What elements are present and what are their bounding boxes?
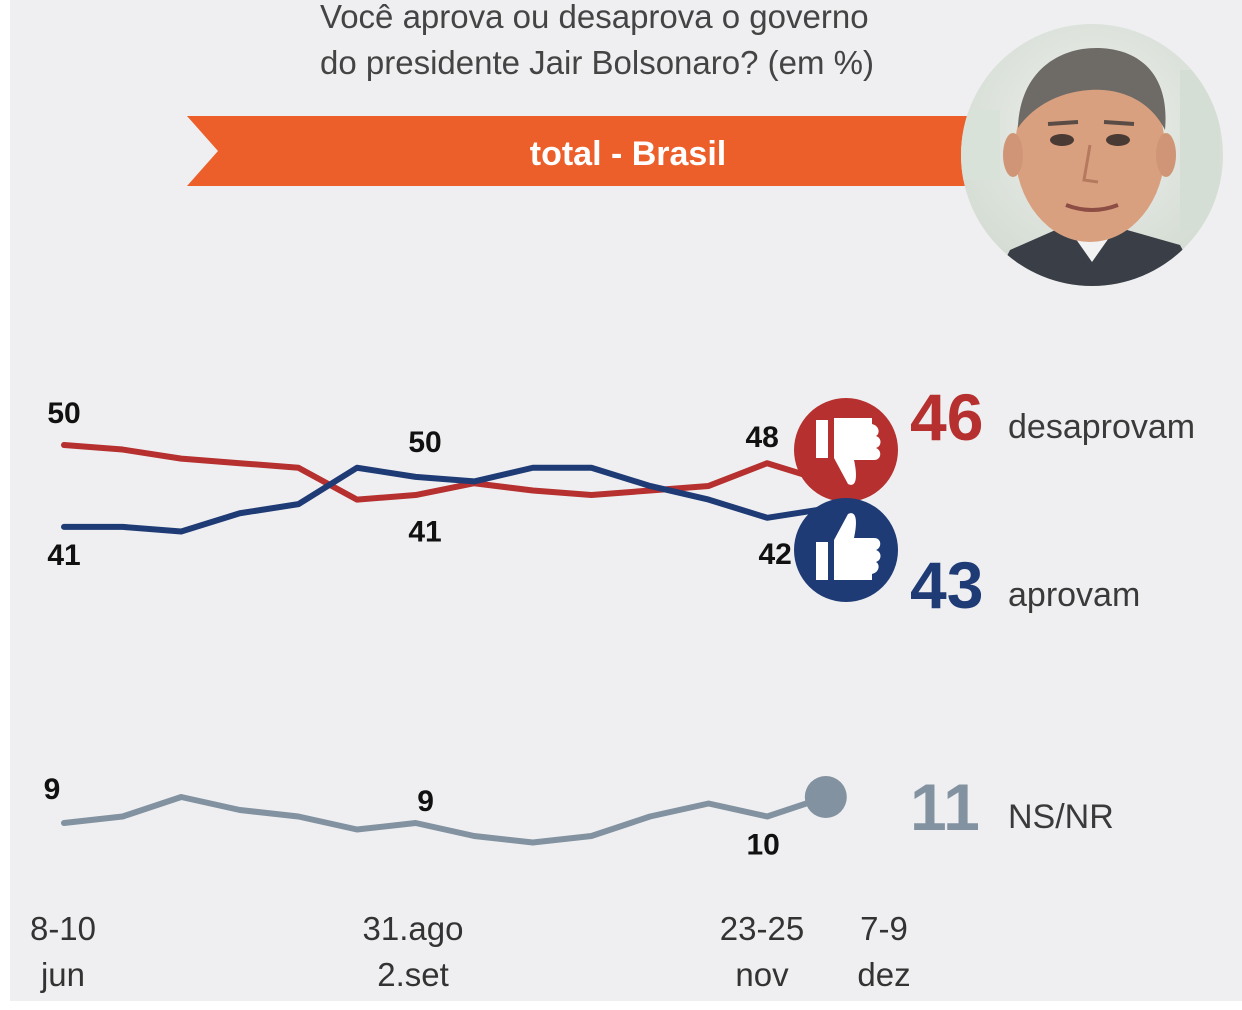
final-value-nsnr: 11 — [910, 770, 980, 844]
series-aprovam: 41 50 42 43 aprovam — [47, 426, 1140, 622]
chart-title-line1: Você aprova ou desaprova o governo — [320, 0, 869, 35]
data-label: 9 — [44, 773, 61, 806]
series-line-aprovam — [61, 464, 829, 535]
series-line-desaprovam — [61, 442, 829, 503]
data-label: 42 — [759, 538, 792, 571]
x-tick-label: 8-10 jun — [30, 910, 96, 993]
svg-text:nov: nov — [735, 956, 789, 993]
banner-label: total - Brasil — [530, 135, 726, 173]
x-tick-label: 7-9 dez — [857, 910, 910, 993]
series-desaprovam: 50 41 48 46 desaprovam — [47, 380, 1195, 549]
final-value-aprovam: 43 — [910, 548, 983, 622]
x-tick-label: 31.ago 2.set — [363, 910, 464, 993]
data-label: 9 — [417, 785, 434, 818]
series-name-nsnr: NS/NR — [1008, 798, 1114, 836]
svg-text:23-25: 23-25 — [720, 910, 804, 947]
svg-text:31.ago: 31.ago — [363, 910, 464, 947]
svg-text:jun: jun — [40, 956, 85, 993]
data-label: 48 — [746, 421, 779, 454]
thumbs-up-icon — [794, 498, 898, 602]
data-label: 41 — [408, 516, 441, 549]
thumbs-down-icon — [794, 398, 898, 502]
svg-text:8-10: 8-10 — [30, 910, 96, 947]
data-label: 50 — [408, 426, 441, 459]
president-portrait — [961, 24, 1223, 286]
series-name-desaprovam: desaprovam — [1008, 408, 1195, 446]
svg-text:dez: dez — [857, 956, 910, 993]
svg-text:2.set: 2.set — [377, 956, 449, 993]
data-label: 10 — [747, 829, 780, 862]
data-label: 41 — [47, 539, 80, 572]
series-line-nsnr — [61, 794, 829, 846]
series-nsnr: 9 9 10 11 NS/NR — [44, 770, 1114, 862]
banner-ribbon — [187, 116, 1010, 186]
svg-text:7-9: 7-9 — [860, 910, 908, 947]
data-label: 50 — [47, 397, 80, 430]
x-tick-label: 23-25 nov — [720, 910, 804, 993]
endpoint-marker — [804, 776, 847, 818]
series-name-aprovam: aprovam — [1008, 576, 1140, 614]
chart-title-line2: do presidente Jair Bolsonaro? (em %) — [320, 44, 874, 81]
final-value-desaprovam: 46 — [910, 380, 983, 454]
